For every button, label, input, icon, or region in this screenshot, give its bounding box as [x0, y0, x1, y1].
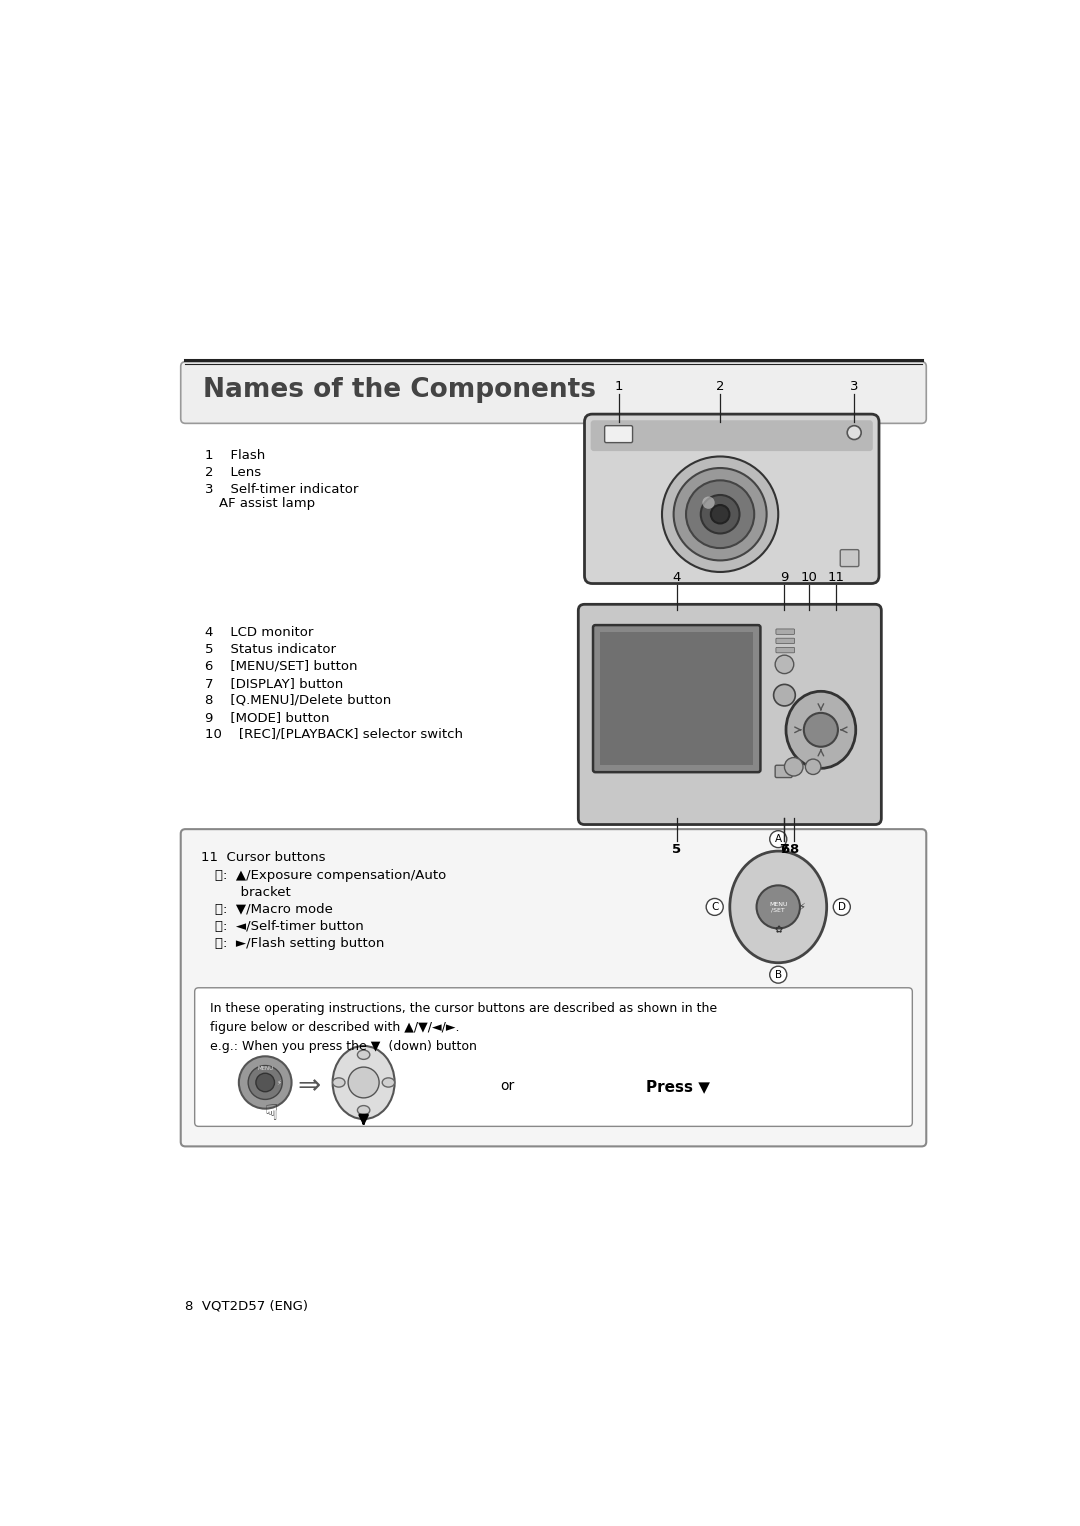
FancyBboxPatch shape: [605, 426, 633, 443]
Text: 4: 4: [673, 571, 680, 583]
Circle shape: [834, 899, 850, 916]
FancyBboxPatch shape: [840, 549, 859, 566]
Text: 11: 11: [828, 571, 845, 583]
FancyBboxPatch shape: [591, 420, 873, 452]
Circle shape: [348, 1067, 379, 1097]
Text: ☟: ☟: [265, 1103, 279, 1125]
Circle shape: [847, 426, 861, 439]
Text: 8  VQT2D57 (ENG): 8 VQT2D57 (ENG): [186, 1300, 309, 1312]
Text: Press ▼: Press ▼: [646, 1079, 710, 1094]
Circle shape: [701, 494, 740, 534]
Circle shape: [770, 966, 786, 983]
FancyBboxPatch shape: [775, 638, 795, 644]
Text: 10: 10: [800, 571, 818, 583]
Ellipse shape: [382, 1077, 394, 1087]
FancyBboxPatch shape: [584, 414, 879, 583]
Text: 4    LCD monitor: 4 LCD monitor: [205, 626, 313, 639]
Text: 6: 6: [780, 842, 789, 856]
Text: ⚡: ⚡: [276, 1079, 282, 1085]
Text: D: D: [838, 902, 846, 913]
Circle shape: [757, 885, 800, 928]
Text: Ⓒ:  ◄/Self-timer button: Ⓒ: ◄/Self-timer button: [215, 920, 364, 932]
Text: 9    [MODE] button: 9 [MODE] button: [205, 711, 329, 723]
Text: B: B: [774, 969, 782, 980]
Ellipse shape: [786, 691, 855, 768]
Circle shape: [711, 505, 729, 523]
Ellipse shape: [730, 852, 826, 963]
Circle shape: [706, 899, 724, 916]
Text: ⚡: ⚡: [798, 902, 805, 913]
Text: or: or: [500, 1079, 514, 1093]
Text: MENU
/SET: MENU /SET: [769, 902, 787, 913]
Circle shape: [806, 758, 821, 775]
Ellipse shape: [357, 1105, 369, 1116]
Text: 6    [MENU/SET] button: 6 [MENU/SET] button: [205, 659, 357, 673]
Text: 11  Cursor buttons: 11 Cursor buttons: [201, 850, 325, 864]
Text: 1: 1: [615, 380, 623, 392]
Text: Ⓓ:  ►/Flash setting button: Ⓓ: ►/Flash setting button: [215, 937, 384, 951]
Circle shape: [248, 1065, 282, 1099]
Circle shape: [804, 713, 838, 746]
Circle shape: [239, 1056, 292, 1109]
FancyBboxPatch shape: [775, 765, 793, 778]
Circle shape: [256, 1073, 274, 1091]
Text: In these operating instructions, the cursor buttons are described as shown in th: In these operating instructions, the cur…: [211, 1003, 717, 1053]
Text: AF assist lamp: AF assist lamp: [218, 496, 315, 510]
FancyBboxPatch shape: [775, 647, 795, 653]
Text: 10    [REC]/[PLAYBACK] selector switch: 10 [REC]/[PLAYBACK] selector switch: [205, 728, 462, 740]
FancyBboxPatch shape: [194, 987, 913, 1126]
FancyBboxPatch shape: [593, 626, 760, 772]
FancyBboxPatch shape: [775, 629, 795, 635]
Ellipse shape: [333, 1045, 394, 1119]
Circle shape: [770, 830, 786, 847]
Circle shape: [775, 655, 794, 673]
FancyBboxPatch shape: [600, 632, 754, 765]
Text: ✿: ✿: [774, 925, 782, 935]
Text: 7: 7: [779, 842, 788, 856]
Text: 3    Self-timer indicator: 3 Self-timer indicator: [205, 482, 359, 496]
Circle shape: [674, 468, 767, 560]
Text: Names of the Components: Names of the Components: [203, 377, 596, 403]
Text: 3: 3: [850, 380, 859, 392]
Circle shape: [702, 496, 715, 508]
Ellipse shape: [357, 1050, 369, 1059]
Text: bracket: bracket: [215, 887, 291, 899]
Circle shape: [773, 684, 795, 707]
Text: C: C: [711, 902, 718, 913]
FancyBboxPatch shape: [180, 362, 927, 423]
Text: 2    Lens: 2 Lens: [205, 465, 261, 479]
Ellipse shape: [333, 1077, 345, 1087]
Circle shape: [686, 481, 754, 548]
Text: ⇒: ⇒: [298, 1073, 321, 1100]
Circle shape: [784, 757, 804, 777]
Text: 9: 9: [780, 571, 788, 583]
Text: Ⓑ:  ▼/Macro mode: Ⓑ: ▼/Macro mode: [215, 903, 333, 916]
Text: 8: 8: [789, 842, 798, 856]
Text: 8    [Q.MENU]/Delete button: 8 [Q.MENU]/Delete button: [205, 694, 391, 707]
Text: A: A: [774, 835, 782, 844]
Text: 5    Status indicator: 5 Status indicator: [205, 642, 336, 656]
Text: 1    Flash: 1 Flash: [205, 449, 265, 462]
Text: 7    [DISPLAY] button: 7 [DISPLAY] button: [205, 676, 343, 690]
Text: MENU: MENU: [257, 1067, 273, 1071]
Text: Ⓐ:  ▲/Exposure compensation/Auto: Ⓐ: ▲/Exposure compensation/Auto: [215, 870, 446, 882]
Text: 5: 5: [672, 842, 681, 856]
FancyBboxPatch shape: [180, 829, 927, 1146]
FancyBboxPatch shape: [578, 604, 881, 824]
Circle shape: [662, 456, 779, 572]
Text: 2: 2: [716, 380, 725, 392]
